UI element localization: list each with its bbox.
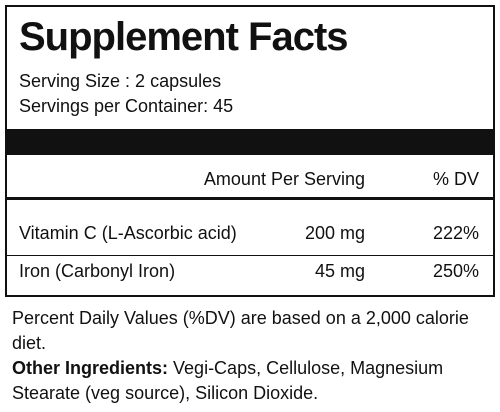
dv-footnote: Percent Daily Values (%DV) are based on … — [12, 308, 469, 353]
panel-title: Supplement Facts — [19, 15, 349, 59]
nutrient-dv: 250% — [432, 261, 479, 281]
dv-header: % DV — [432, 169, 479, 189]
nutrient-name: Iron (Carbonyl Iron) — [19, 261, 176, 281]
nutrient-amount: 45 mg — [314, 261, 365, 281]
nutrient-amount: 200 mg — [304, 223, 365, 243]
servings-per-container: Servings per Container: 45 — [19, 96, 234, 116]
divider — [7, 197, 493, 200]
divider-bar — [7, 129, 493, 155]
serving-size: Serving Size : 2 capsules — [19, 71, 222, 91]
footnotes: Percent Daily Values (%DV) are based on … — [12, 306, 482, 406]
amount-header: Amount Per Serving — [203, 169, 365, 189]
nutrient-dv: 222% — [432, 223, 479, 243]
other-ingredients: Other Ingredients: Vegi-Caps, Cellulose,… — [12, 356, 482, 406]
nutrient-name: Vitamin C (L-Ascorbic acid) — [19, 223, 237, 243]
ingredients-label: Other Ingredients: — [12, 358, 169, 378]
ingredients-text: Vegi-Caps, Cellulose, Magnesium Stearate… — [12, 358, 444, 403]
divider — [7, 255, 493, 256]
supplement-panel: Supplement Facts Serving Size : 2 capsul… — [5, 5, 495, 297]
